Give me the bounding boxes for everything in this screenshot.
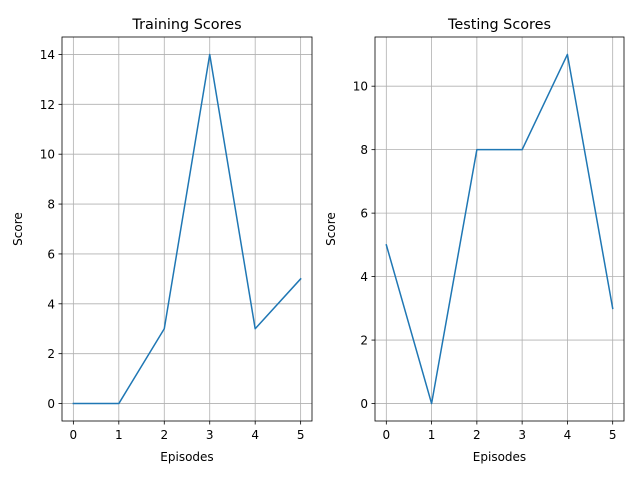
chart-title: Testing Scores [447,17,551,33]
y-tick-label: 2 [47,347,55,361]
y-tick-label: 4 [360,270,368,284]
x-tick-label: 3 [206,428,214,442]
series-line [385,53,614,405]
x-tick-label: 0 [382,428,390,442]
y-tick-label: 10 [353,80,368,94]
y-tick-label: 12 [40,98,55,112]
x-tick-label: 2 [473,428,481,442]
y-tick-label: 8 [47,198,55,212]
x-tick-label: 5 [609,428,617,442]
x-axis-label: Episodes [160,450,213,464]
x-tick-label: 3 [518,428,526,442]
x-axis-label: Episodes [473,450,526,464]
x-tick-label: 2 [160,428,168,442]
y-axis-label: Score [324,212,338,246]
x-tick-label: 4 [251,428,259,442]
plot-frame [374,36,625,422]
chart-title: Training Scores [131,17,241,33]
y-tick-label: 14 [40,48,55,62]
y-tick-label: 6 [47,247,55,261]
y-axis-label: Score [11,212,25,246]
y-tick-label: 2 [360,334,368,348]
x-tick-label: 0 [70,428,78,442]
testing-scores-plot: Testing Scores 0 1 2 3 4 5 0 2 4 6 8 10 Episodes Sc… [324,17,625,464]
x-tick-label: 1 [115,428,123,442]
plot-frame [61,36,313,422]
y-tick-label: 10 [40,148,55,162]
x-tick-label: 5 [297,428,305,442]
y-tick-label: 6 [360,207,368,221]
y-tick-label: 0 [360,397,368,411]
y-tick-label: 4 [47,297,55,311]
x-tick-label: 4 [564,428,572,442]
y-tick-label: 0 [47,397,55,411]
y-tick-label: 8 [360,143,368,157]
series-line [72,53,302,405]
x-tick-label: 1 [428,428,436,442]
